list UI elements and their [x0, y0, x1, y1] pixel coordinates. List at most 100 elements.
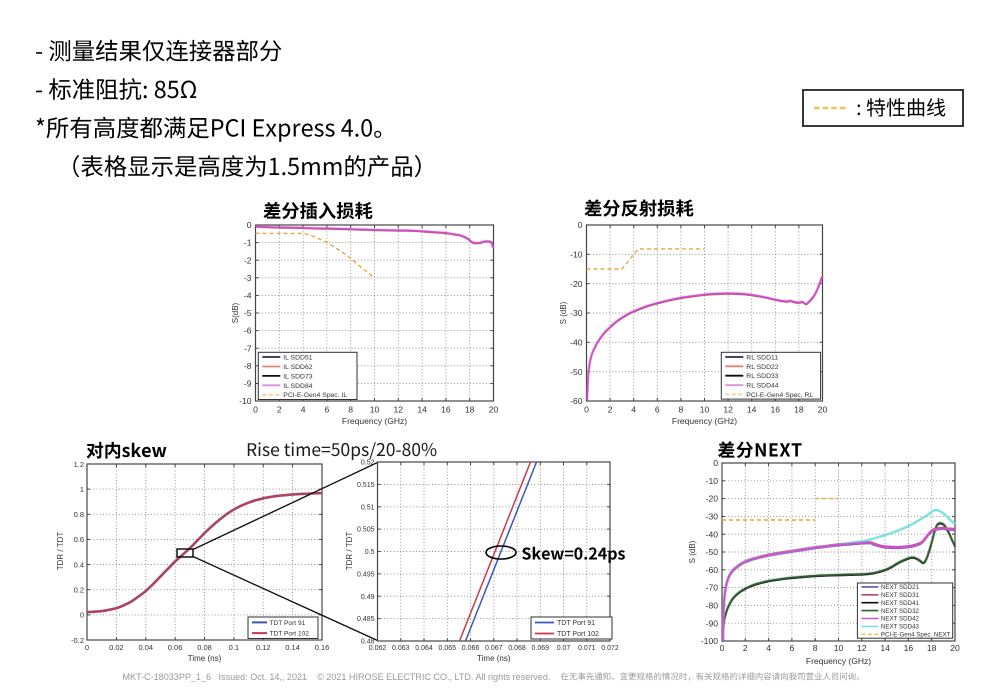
svg-text:0: 0: [85, 643, 89, 652]
svg-text:Frequency (GHz): Frequency (GHz): [342, 416, 407, 426]
svg-text:-1: -1: [244, 238, 252, 248]
svg-text:0.04: 0.04: [138, 643, 153, 652]
svg-text:NEXT SDD31: NEXT SDD31: [881, 592, 920, 599]
svg-text:Time (ns): Time (ns): [477, 654, 511, 663]
svg-text:0.06: 0.06: [168, 643, 183, 652]
svg-text:1: 1: [80, 485, 84, 494]
svg-text:0.515: 0.515: [357, 482, 375, 489]
svg-text:-30: -30: [570, 308, 583, 318]
svg-text:PCI-E-Gen4 Spec. RL: PCI-E-Gen4 Spec. RL: [746, 392, 813, 399]
svg-text:-30: -30: [706, 512, 719, 522]
svg-text:0.072: 0.072: [601, 645, 619, 652]
svg-text:4: 4: [301, 405, 306, 415]
svg-text:2: 2: [608, 405, 613, 415]
svg-text:0: 0: [713, 458, 718, 468]
svg-text:2: 2: [277, 405, 282, 415]
svg-text:RL SDD33: RL SDD33: [746, 373, 778, 380]
svg-text:0.066: 0.066: [462, 645, 480, 652]
svg-text:S(dB): S(dB): [231, 302, 240, 323]
svg-text:0.505: 0.505: [357, 527, 375, 534]
svg-text:0: 0: [247, 220, 252, 230]
svg-text:0: 0: [80, 611, 84, 620]
svg-text:8: 8: [348, 405, 353, 415]
svg-text:MKT-C-18033PP_1_6 Issued: Oc: MKT-C-18033PP_1_6 Issued: Oct. 14,, 2021…: [123, 672, 551, 682]
svg-text:6: 6: [790, 643, 795, 653]
svg-text:-0.2: -0.2: [71, 636, 84, 645]
svg-text:RL SDD44: RL SDD44: [746, 383, 778, 390]
svg-text:0: 0: [720, 643, 725, 653]
svg-text:NEXT SDD32: NEXT SDD32: [881, 608, 920, 615]
svg-text:14: 14: [747, 405, 757, 415]
svg-text:-10: -10: [570, 249, 583, 259]
svg-text:TDT Port 102: TDT Port 102: [557, 631, 599, 638]
svg-text:18: 18: [465, 405, 475, 415]
svg-text:Frequency (GHz): Frequency (GHz): [806, 656, 871, 666]
svg-text:0.02: 0.02: [109, 643, 124, 652]
svg-text:4: 4: [766, 643, 771, 653]
svg-text:6: 6: [325, 405, 330, 415]
svg-text:PCI-E-Gen4 Spec. IL: PCI-E-Gen4 Spec. IL: [283, 392, 347, 399]
svg-text:Time (ns): Time (ns): [188, 654, 222, 663]
svg-text:-90: -90: [706, 618, 719, 628]
svg-text:Frequency (GHz): Frequency (GHz): [672, 416, 737, 426]
svg-text:10: 10: [370, 405, 380, 415]
svg-text:8: 8: [679, 405, 684, 415]
svg-text:-80: -80: [706, 601, 719, 611]
svg-text:0: 0: [578, 220, 583, 230]
svg-text:-6: -6: [244, 326, 252, 336]
svg-text:RL SDD22: RL SDD22: [746, 364, 778, 371]
svg-text:0.068: 0.068: [508, 645, 526, 652]
svg-text:-60: -60: [570, 396, 583, 406]
svg-text:-20: -20: [706, 494, 719, 504]
svg-text:-60: -60: [706, 565, 719, 575]
svg-text:10: 10: [834, 643, 844, 653]
svg-text:IL SDD84: IL SDD84: [283, 383, 312, 390]
svg-text:S (dB): S (dB): [559, 301, 568, 324]
svg-text:12: 12: [857, 643, 867, 653]
svg-text:0.065: 0.065: [439, 645, 457, 652]
svg-text:8: 8: [813, 643, 818, 653]
svg-text:16: 16: [771, 405, 781, 415]
svg-text:18: 18: [794, 405, 804, 415]
svg-text:16: 16: [441, 405, 451, 415]
svg-text:TDR / TDT: TDR / TDT: [345, 532, 354, 571]
svg-text:TDT Port 91: TDT Port 91: [270, 620, 306, 627]
svg-text:0.2: 0.2: [74, 586, 84, 595]
svg-text:20: 20: [489, 405, 499, 415]
svg-text:0.6: 0.6: [74, 535, 84, 544]
svg-text:-40: -40: [706, 529, 719, 539]
svg-text:TDT Port 102: TDT Port 102: [270, 631, 310, 638]
svg-text:0.14: 0.14: [285, 643, 300, 652]
svg-text:IL SDD73: IL SDD73: [283, 373, 312, 380]
svg-text:IL SDD51: IL SDD51: [283, 355, 312, 362]
svg-text:0.52: 0.52: [361, 460, 375, 467]
svg-text:20: 20: [818, 405, 828, 415]
svg-text:PCI-E-Gen4 Spec. NEXT: PCI-E-Gen4 Spec. NEXT: [881, 632, 951, 639]
svg-text:0.07: 0.07: [557, 645, 571, 652]
svg-text:-50: -50: [570, 367, 583, 377]
svg-text:0.12: 0.12: [256, 643, 271, 652]
svg-text:0.16: 0.16: [315, 643, 330, 652]
svg-text:4: 4: [631, 405, 636, 415]
svg-text:-9: -9: [244, 379, 252, 389]
svg-text:12: 12: [394, 405, 404, 415]
svg-text:-10: -10: [706, 476, 719, 486]
svg-text:NEXT SDD42: NEXT SDD42: [881, 616, 920, 623]
svg-text:0: 0: [253, 405, 258, 415]
svg-text:0.49: 0.49: [361, 594, 375, 601]
svg-text:TDT Port 91: TDT Port 91: [557, 620, 595, 627]
svg-text:-7: -7: [244, 343, 252, 353]
svg-text:20: 20: [950, 643, 960, 653]
svg-text:18: 18: [927, 643, 937, 653]
svg-text:1.2: 1.2: [74, 460, 84, 469]
svg-text:-5: -5: [244, 308, 252, 318]
svg-text:0.1: 0.1: [229, 643, 239, 652]
svg-text:-50: -50: [706, 547, 719, 557]
svg-text:0.08: 0.08: [197, 643, 212, 652]
svg-text:-40: -40: [570, 337, 583, 347]
svg-text:0.062: 0.062: [369, 645, 387, 652]
svg-text:12: 12: [723, 405, 733, 415]
svg-text:RL SDD11: RL SDD11: [746, 354, 778, 361]
svg-text:0.51: 0.51: [361, 504, 375, 511]
svg-text:0.071: 0.071: [578, 645, 596, 652]
